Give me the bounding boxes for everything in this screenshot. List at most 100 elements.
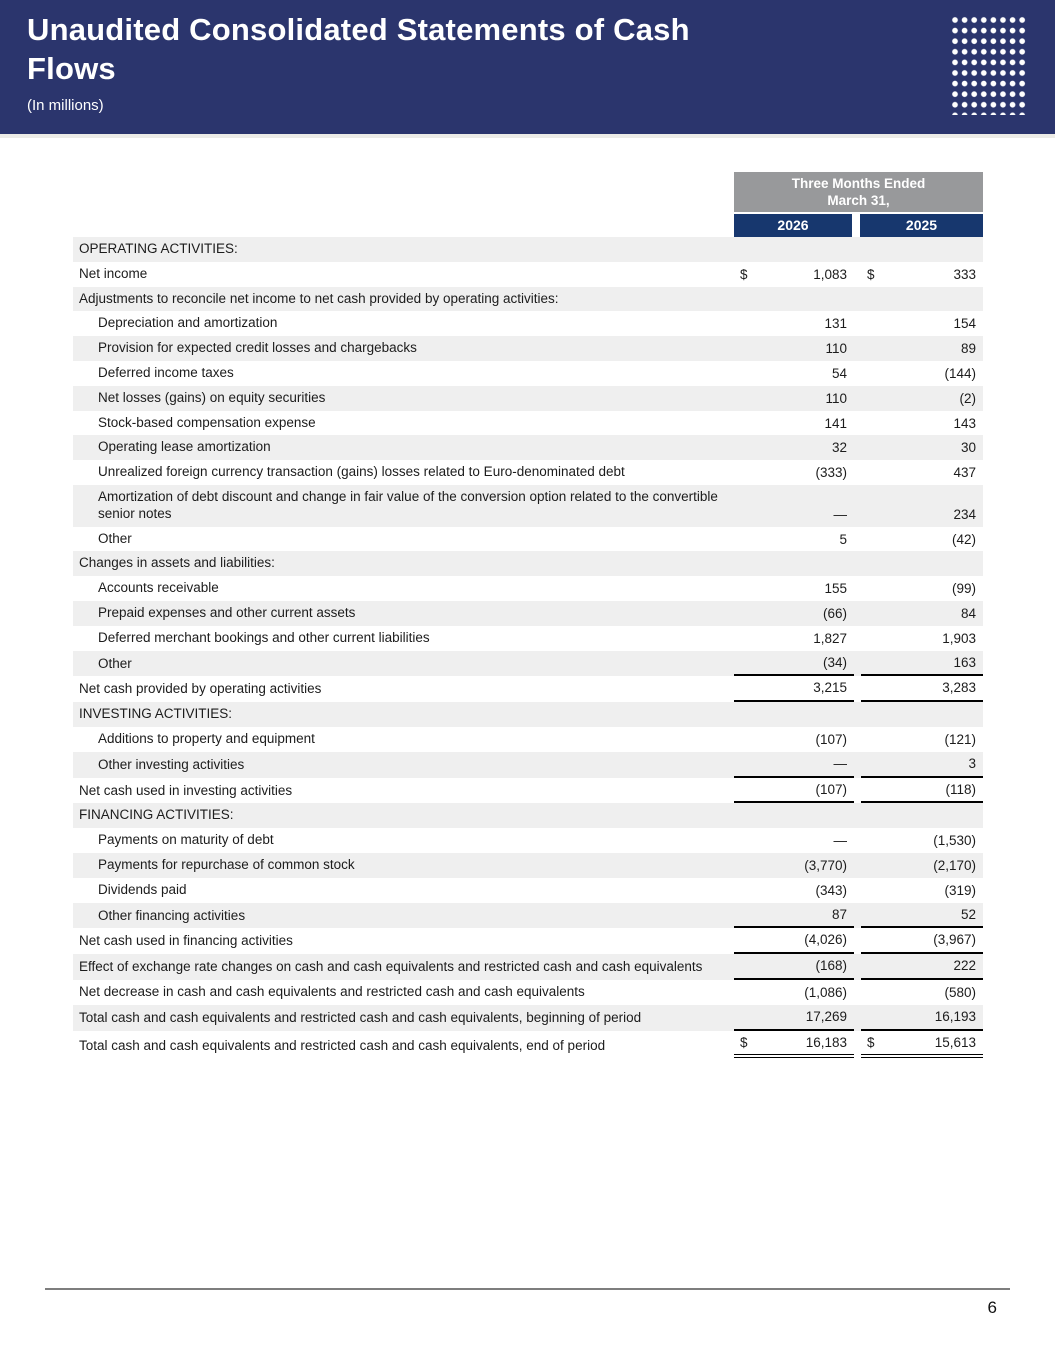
value-2025: 3 — [861, 752, 983, 778]
row-label: Net decrease in cash and cash equivalent… — [79, 983, 585, 999]
row-label: Dividends paid — [98, 881, 187, 897]
value-2025: 1,903 — [861, 626, 983, 651]
value-2026: $16,183 — [734, 1031, 854, 1059]
value-number: (42) — [951, 531, 976, 547]
value-2026 — [734, 287, 854, 312]
period-header-line1: Three Months Ended — [791, 176, 926, 191]
dollar-sign: $ — [867, 1034, 875, 1050]
value-number: 3,215 — [813, 680, 847, 696]
value-number: (1,086) — [804, 984, 847, 1000]
value-2025: (99) — [861, 576, 983, 601]
value-number: (121) — [944, 731, 976, 747]
header-banner: Unaudited Consolidated Statements of Cas… — [0, 0, 1055, 138]
value-2026: (107) — [734, 778, 854, 804]
table-header: Three Months Ended March 31, 2026 2025 — [73, 172, 983, 237]
value-number: 131 — [824, 316, 847, 332]
value-number: (66) — [822, 605, 847, 621]
value-number: (4,026) — [804, 932, 847, 948]
table-row: Net cash used in investing activities (10… — [73, 778, 983, 804]
value-number: 15,613 — [934, 1034, 976, 1050]
table-row: Changes in assets and liabilities: — [73, 551, 983, 577]
value-2026: $1,083 — [734, 262, 854, 287]
value-number: 141 — [824, 415, 847, 431]
value-number: — — [833, 833, 848, 849]
table-row: Net cash used in financing activities (4,… — [73, 928, 983, 955]
value-number: 84 — [960, 605, 976, 621]
value-2025: (580) — [861, 980, 983, 1005]
row-label: Net cash provided by operating activitie… — [79, 681, 322, 697]
value-2026: — — [734, 485, 854, 527]
table-row: Other (34) 163 — [73, 650, 983, 677]
dollar-sign: $ — [867, 266, 875, 282]
value-number: (3,770) — [804, 857, 847, 873]
value-2026 — [734, 237, 854, 262]
row-label: Effect of exchange rate changes on cash … — [79, 959, 703, 975]
value-2025 — [861, 702, 983, 727]
value-2026 — [734, 803, 854, 828]
row-label: Accounts receivable — [98, 580, 219, 596]
table-row: Prepaid expenses and other current asset… — [73, 600, 983, 626]
row-label: Total cash and cash equivalents and rest… — [79, 1009, 642, 1025]
value-2025: (319) — [861, 878, 983, 903]
value-2026: 5 — [734, 527, 854, 552]
table-row: Adjustments to reconcile net income to n… — [73, 286, 983, 312]
value-2025 — [861, 287, 983, 312]
value-number: (118) — [945, 781, 976, 797]
row-label: OPERATING ACTIVITIES: — [79, 241, 238, 256]
period-header: Three Months Ended March 31, — [734, 172, 983, 212]
value-number: 16,183 — [805, 1034, 847, 1050]
value-2025: (144) — [861, 361, 983, 386]
table-header-columns: Three Months Ended March 31, 2026 2025 — [734, 172, 983, 237]
year-header-row: 2026 2025 — [734, 214, 983, 237]
value-2025: 16,193 — [861, 1005, 983, 1031]
value-number: 54 — [831, 365, 847, 381]
value-2025: 437 — [861, 460, 983, 485]
value-2026: (34) — [734, 651, 854, 677]
value-number: 143 — [953, 415, 976, 431]
value-number: 87 — [831, 906, 847, 922]
table-row: Effect of exchange rate changes on cash … — [73, 954, 983, 980]
row-label: Net cash used in financing activities — [79, 933, 293, 949]
table-row: Other 5 (42) — [73, 527, 983, 552]
value-number: 163 — [953, 654, 976, 670]
year-column-header-2025: 2025 — [860, 214, 983, 237]
row-label: Other financing activities — [98, 907, 246, 923]
value-number: 16,193 — [934, 1008, 976, 1024]
value-2025: 222 — [861, 954, 983, 980]
value-2025 — [861, 803, 983, 828]
value-number: 52 — [960, 906, 976, 922]
value-number: 1,083 — [813, 266, 847, 282]
table-row: OPERATING ACTIVITIES: — [73, 237, 983, 262]
table-header-spacer — [73, 172, 734, 237]
value-2025: (3,967) — [861, 928, 983, 955]
value-number: 3 — [968, 755, 976, 771]
value-number: 155 — [824, 581, 847, 597]
row-label: Adjustments to reconcile net income to n… — [79, 290, 559, 306]
table-row: Amortization of debt discount and change… — [73, 484, 983, 527]
value-number: (343) — [815, 882, 847, 898]
row-label: Provision for expected credit losses and… — [98, 340, 417, 356]
value-2025: 52 — [861, 903, 983, 929]
value-2026 — [734, 702, 854, 727]
value-2026: (107) — [734, 727, 854, 752]
table-row: Dividends paid (343) (319) — [73, 878, 983, 903]
row-label: Payments on maturity of debt — [98, 832, 274, 848]
value-number: (107) — [815, 781, 847, 797]
table-row: FINANCING ACTIVITIES: — [73, 803, 983, 829]
page-title-line1: Unaudited Consolidated Statements of Cas… — [27, 12, 690, 47]
value-2026: (3,770) — [734, 853, 854, 878]
value-2025: 84 — [861, 601, 983, 626]
value-number: 89 — [960, 341, 976, 357]
row-label: Changes in assets and liabilities: — [79, 555, 275, 571]
value-number: 5 — [839, 531, 847, 547]
value-number: (2) — [959, 390, 977, 406]
value-2026: 110 — [734, 336, 854, 361]
value-2026: 141 — [734, 411, 854, 436]
table-row: INVESTING ACTIVITIES: — [73, 702, 983, 727]
row-label: Other — [98, 530, 132, 546]
value-2025: 30 — [861, 435, 983, 460]
value-2026: 3,215 — [734, 676, 854, 703]
value-2025: (118) — [861, 778, 983, 804]
page-subtitle: (In millions) — [27, 97, 104, 114]
